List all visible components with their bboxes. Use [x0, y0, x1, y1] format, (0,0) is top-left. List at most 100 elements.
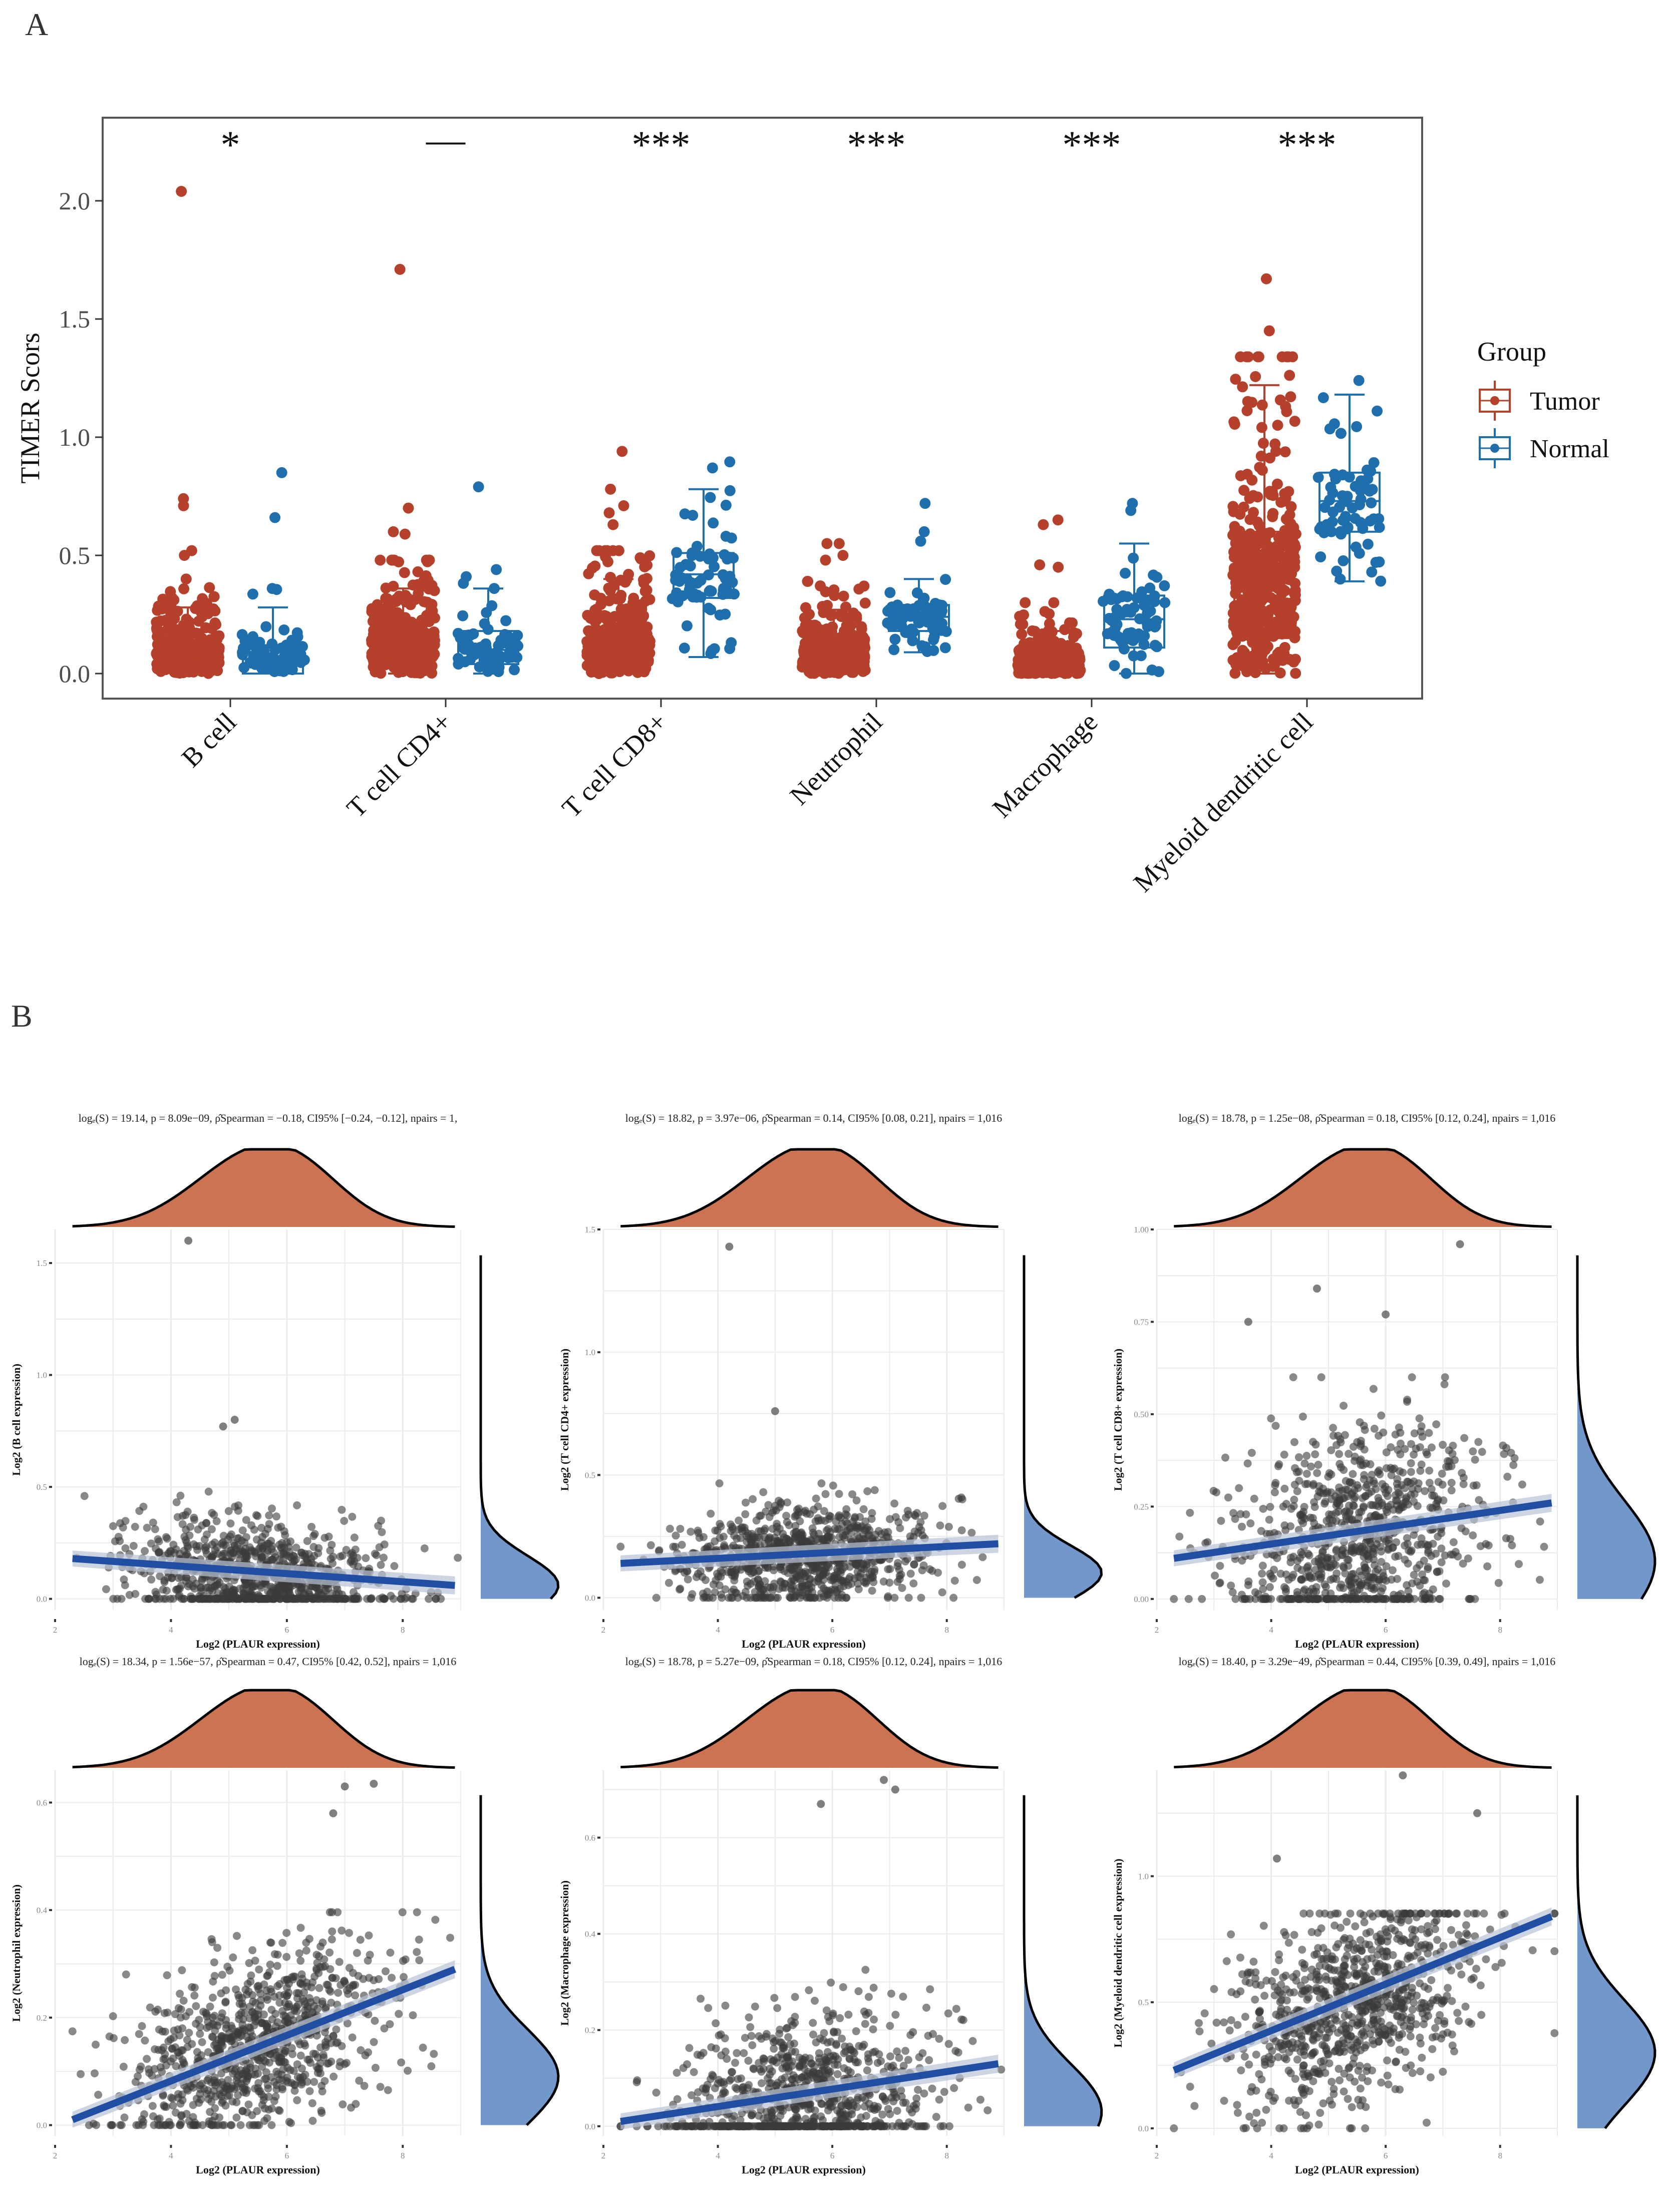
data-point	[629, 602, 640, 614]
data-point	[910, 1510, 919, 1519]
data-point	[129, 1541, 138, 1550]
data-point	[879, 1577, 888, 1586]
data-point	[1284, 370, 1295, 381]
data-point	[1150, 620, 1161, 632]
data-point	[655, 1546, 663, 1554]
data-point	[1236, 619, 1247, 631]
y-tick-mark	[49, 1374, 52, 1376]
data-point	[891, 1513, 900, 1521]
significance-mark: *	[221, 123, 240, 166]
data-point	[785, 1521, 793, 1529]
data-point	[709, 1580, 718, 1589]
outlier-point	[603, 507, 615, 519]
data-point	[1237, 645, 1248, 656]
data-point	[1355, 493, 1367, 505]
data-point	[1368, 457, 1380, 468]
data-point	[1372, 405, 1383, 417]
data-point	[846, 657, 858, 668]
data-point	[286, 1537, 294, 1545]
data-point	[1272, 420, 1283, 431]
scatter-plot-1: logₑ(S) = 19.14, p = 8.09e−09, ρ̂Spearma…	[10, 1112, 560, 1650]
data-point	[741, 1588, 750, 1596]
data-point	[1261, 614, 1272, 625]
top-density-area	[620, 1149, 998, 1227]
data-point	[390, 615, 401, 627]
data-point	[202, 1519, 211, 1527]
data-point	[125, 1591, 134, 1599]
x-tick-label: T cell CD4+	[341, 707, 458, 823]
data-point	[242, 1533, 250, 1541]
data-point	[1229, 668, 1241, 679]
data-point	[1266, 486, 1278, 497]
data-point	[906, 1569, 915, 1578]
data-point	[744, 1529, 752, 1538]
data-point	[794, 1511, 802, 1519]
data-point	[229, 1595, 237, 1603]
x-tick-mark	[945, 1619, 948, 1622]
data-point	[587, 562, 598, 574]
data-point	[185, 1531, 194, 1539]
data-point	[957, 1493, 965, 1502]
data-point	[334, 1595, 343, 1603]
data-point	[609, 635, 621, 647]
y-tick-label: 1.0	[585, 1348, 595, 1357]
data-point	[180, 573, 192, 585]
data-point	[884, 587, 896, 598]
x-tick-label: 4	[169, 1625, 173, 1635]
y-tick-label: 0.0	[59, 660, 91, 688]
data-point	[251, 657, 262, 668]
data-point	[386, 554, 398, 566]
data-point	[167, 653, 179, 664]
data-point	[1024, 637, 1036, 649]
data-point	[282, 1595, 291, 1603]
y-tick-mark	[597, 1474, 600, 1476]
data-point	[212, 1517, 221, 1525]
data-point	[743, 1577, 751, 1586]
data-point	[296, 1595, 305, 1603]
data-point	[457, 610, 469, 621]
data-point	[1067, 617, 1078, 628]
outlier-point	[919, 498, 931, 509]
data-point	[1044, 608, 1055, 619]
panel-a-label: A	[25, 7, 48, 42]
outlier-point	[269, 512, 281, 523]
data-point	[1290, 668, 1301, 679]
data-point	[705, 492, 716, 503]
legend-label: Normal	[1530, 435, 1609, 463]
data-point	[1256, 555, 1267, 567]
correlation-scatter-grid: logₑ(S) = 19.14, p = 8.09e−09, ρ̂Spearma…	[10, 1112, 1656, 2176]
y-tick-mark	[597, 1351, 600, 1354]
outlier-point	[1034, 559, 1046, 570]
data-point	[264, 660, 276, 671]
data-point	[1256, 422, 1267, 433]
data-point	[309, 1532, 318, 1540]
data-point	[735, 1516, 743, 1525]
data-point	[812, 1494, 820, 1503]
data-point	[822, 1526, 831, 1535]
data-point	[1338, 555, 1349, 566]
data-point	[795, 1584, 804, 1592]
data-point	[367, 1595, 375, 1603]
data-point	[1121, 603, 1133, 615]
data-point	[734, 1594, 742, 1602]
data-point	[201, 1546, 210, 1554]
data-point	[239, 1589, 248, 1598]
data-point	[859, 597, 871, 609]
data-point	[755, 1512, 764, 1520]
data-point	[957, 1560, 966, 1569]
data-point	[889, 634, 901, 645]
data-point	[774, 1594, 782, 1602]
data-point	[786, 1537, 794, 1546]
stats-subtitle: logₑ(S) = 18.78, p = 1.25e−08, ρ̂Spearma…	[1179, 1112, 1556, 1124]
data-point	[304, 1550, 313, 1558]
data-point	[859, 1505, 868, 1513]
data-point	[415, 626, 426, 638]
data-point	[153, 625, 165, 637]
data-point	[380, 592, 392, 604]
data-point	[236, 629, 248, 641]
data-point	[825, 1572, 834, 1581]
y-tick-label: 0.5	[585, 1470, 595, 1480]
data-point	[619, 654, 631, 665]
outlier-point	[1260, 273, 1272, 284]
